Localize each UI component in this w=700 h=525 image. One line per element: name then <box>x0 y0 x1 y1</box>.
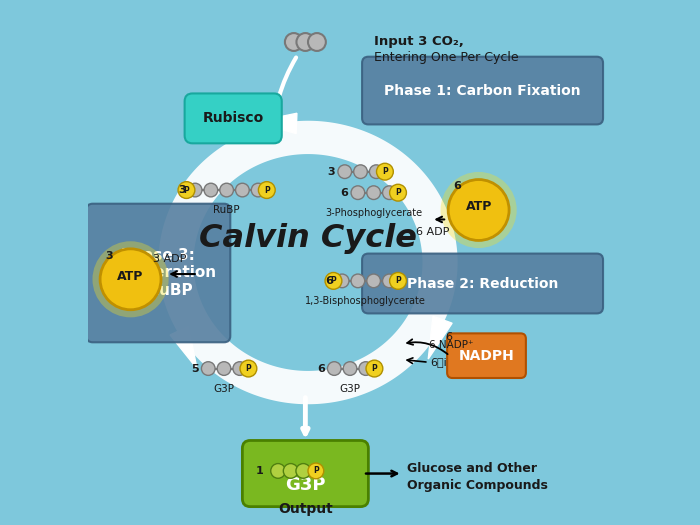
Text: 6: 6 <box>445 332 452 342</box>
FancyBboxPatch shape <box>447 333 526 378</box>
Text: Phase 2: Reduction: Phase 2: Reduction <box>407 277 559 290</box>
Text: 3-Phosphoglycerate: 3-Phosphoglycerate <box>325 207 422 218</box>
Text: 6: 6 <box>325 276 332 286</box>
Text: 1: 1 <box>256 466 263 476</box>
Circle shape <box>188 183 202 197</box>
Circle shape <box>377 163 393 180</box>
Circle shape <box>343 362 357 375</box>
Circle shape <box>236 183 249 197</box>
Text: P: P <box>330 276 336 286</box>
Polygon shape <box>428 316 452 359</box>
Circle shape <box>328 362 341 375</box>
Circle shape <box>440 172 517 248</box>
Text: ATP: ATP <box>466 201 492 214</box>
Circle shape <box>297 33 314 51</box>
Text: 3: 3 <box>178 185 186 195</box>
Text: Glucose and Other: Glucose and Other <box>407 462 537 475</box>
Circle shape <box>100 249 161 310</box>
Circle shape <box>308 463 323 479</box>
Circle shape <box>202 362 215 375</box>
Text: 3 ADP: 3 ADP <box>153 254 187 264</box>
Text: RuBP: RuBP <box>214 205 240 215</box>
Text: G3P: G3P <box>214 383 235 394</box>
Circle shape <box>448 180 509 240</box>
Text: 1,3-Bisphosphoglycerate: 1,3-Bisphosphoglycerate <box>305 296 426 306</box>
Circle shape <box>251 183 265 197</box>
Text: P: P <box>246 364 251 373</box>
Text: P: P <box>372 364 377 373</box>
Circle shape <box>258 182 275 198</box>
Text: P: P <box>395 276 401 286</box>
FancyBboxPatch shape <box>362 57 603 124</box>
Circle shape <box>204 183 218 197</box>
Text: 6: 6 <box>317 363 325 374</box>
Text: Calvin Cycle: Calvin Cycle <box>199 223 417 255</box>
Circle shape <box>325 272 342 289</box>
Text: 3: 3 <box>105 250 113 260</box>
Circle shape <box>338 165 351 178</box>
Circle shape <box>285 33 302 51</box>
Text: Rubisco: Rubisco <box>202 111 264 125</box>
FancyBboxPatch shape <box>87 204 230 342</box>
Text: Phase 1: Carbon Fixation: Phase 1: Carbon Fixation <box>384 83 581 98</box>
Text: Entering One Per Cycle: Entering One Per Cycle <box>374 51 518 64</box>
Circle shape <box>390 184 407 201</box>
Text: 6 NADP⁺: 6 NADP⁺ <box>428 340 473 351</box>
Text: 6: 6 <box>341 187 349 198</box>
Text: 6Ⓡi: 6Ⓡi <box>430 357 447 367</box>
Text: 6 ADP: 6 ADP <box>416 227 449 237</box>
FancyBboxPatch shape <box>242 440 368 507</box>
Text: 3: 3 <box>328 166 335 177</box>
Circle shape <box>335 274 349 288</box>
Circle shape <box>366 360 383 377</box>
Polygon shape <box>170 327 197 369</box>
Text: 6: 6 <box>453 181 461 191</box>
Circle shape <box>220 183 233 197</box>
Circle shape <box>296 464 311 478</box>
Text: Organic Compounds: Organic Compounds <box>407 479 547 491</box>
Circle shape <box>382 186 396 200</box>
Polygon shape <box>255 113 297 133</box>
Circle shape <box>367 186 381 200</box>
Text: Phase 3:
Regeneration
of RuBP: Phase 3: Regeneration of RuBP <box>100 248 216 298</box>
Circle shape <box>240 360 257 377</box>
Text: G3P: G3P <box>285 476 326 494</box>
Text: P: P <box>313 466 319 476</box>
Polygon shape <box>158 121 458 404</box>
Text: NADPH: NADPH <box>458 349 514 363</box>
Text: Input 3 CO₂,: Input 3 CO₂, <box>374 36 463 48</box>
Text: P: P <box>395 188 401 197</box>
Circle shape <box>359 362 372 375</box>
Text: G3P: G3P <box>340 383 360 394</box>
Text: P: P <box>382 167 388 176</box>
FancyBboxPatch shape <box>185 93 281 143</box>
Circle shape <box>354 165 368 178</box>
Circle shape <box>217 362 231 375</box>
Text: ATP: ATP <box>118 270 144 283</box>
Circle shape <box>370 165 383 178</box>
Circle shape <box>178 182 195 198</box>
Text: 5: 5 <box>191 363 199 374</box>
Circle shape <box>92 241 169 317</box>
Circle shape <box>271 464 286 478</box>
Circle shape <box>351 186 365 200</box>
Circle shape <box>308 33 326 51</box>
Circle shape <box>284 464 298 478</box>
Circle shape <box>390 272 407 289</box>
Circle shape <box>367 274 381 288</box>
Circle shape <box>351 274 365 288</box>
Text: P: P <box>183 185 189 195</box>
Circle shape <box>383 274 396 288</box>
Text: Output: Output <box>278 502 332 516</box>
Text: P: P <box>264 185 270 195</box>
Circle shape <box>233 362 246 375</box>
FancyBboxPatch shape <box>362 254 603 313</box>
